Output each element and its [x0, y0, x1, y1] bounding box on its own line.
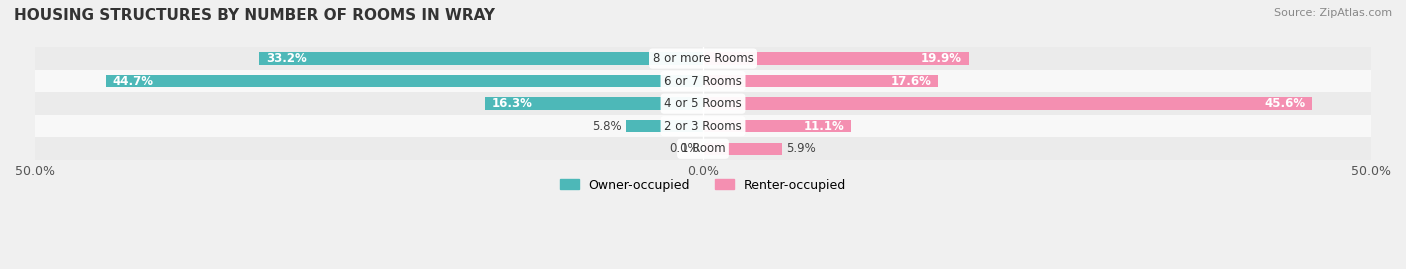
- Text: 33.2%: 33.2%: [266, 52, 307, 65]
- Bar: [626, 120, 703, 132]
- Bar: [35, 47, 1371, 70]
- Bar: [703, 52, 969, 65]
- Bar: [703, 143, 782, 155]
- Bar: [35, 115, 1371, 137]
- Legend: Owner-occupied, Renter-occupied: Owner-occupied, Renter-occupied: [555, 174, 851, 197]
- Text: 45.6%: 45.6%: [1264, 97, 1306, 110]
- Bar: [35, 137, 1371, 160]
- Bar: [703, 120, 851, 132]
- Bar: [260, 52, 703, 65]
- Text: 17.6%: 17.6%: [890, 75, 931, 88]
- Text: 44.7%: 44.7%: [112, 75, 153, 88]
- Text: Source: ZipAtlas.com: Source: ZipAtlas.com: [1274, 8, 1392, 18]
- Bar: [703, 75, 938, 87]
- Text: 16.3%: 16.3%: [492, 97, 533, 110]
- Bar: [105, 75, 703, 87]
- Text: 6 or 7 Rooms: 6 or 7 Rooms: [664, 75, 742, 88]
- Text: 1 Room: 1 Room: [681, 142, 725, 155]
- Bar: [485, 97, 703, 110]
- Text: 4 or 5 Rooms: 4 or 5 Rooms: [664, 97, 742, 110]
- Text: 0.0%: 0.0%: [669, 142, 699, 155]
- Text: 11.1%: 11.1%: [804, 120, 845, 133]
- Text: 19.9%: 19.9%: [921, 52, 962, 65]
- Text: 5.8%: 5.8%: [592, 120, 621, 133]
- Bar: [35, 92, 1371, 115]
- Text: HOUSING STRUCTURES BY NUMBER OF ROOMS IN WRAY: HOUSING STRUCTURES BY NUMBER OF ROOMS IN…: [14, 8, 495, 23]
- Bar: [703, 97, 1312, 110]
- Bar: [35, 70, 1371, 92]
- Text: 2 or 3 Rooms: 2 or 3 Rooms: [664, 120, 742, 133]
- Text: 8 or more Rooms: 8 or more Rooms: [652, 52, 754, 65]
- Text: 5.9%: 5.9%: [786, 142, 815, 155]
